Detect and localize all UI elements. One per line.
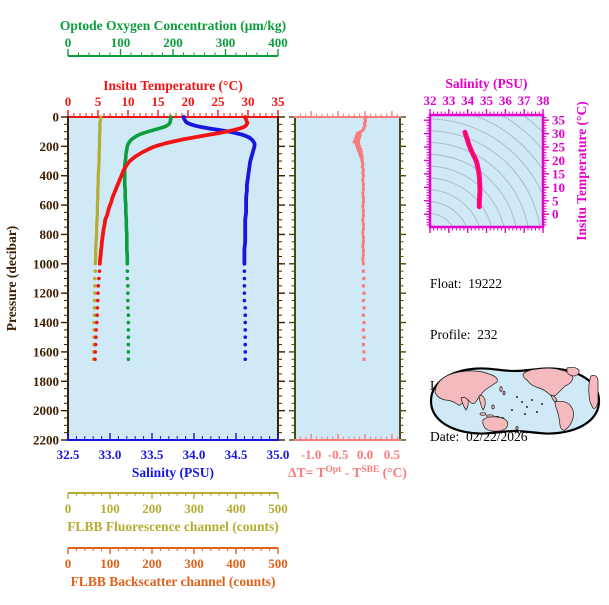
temperature-axis: 0 5 10 15 20 25 30 35 Insitu Temperature (°C) <box>65 78 286 118</box>
ts-plot-area <box>430 115 543 227</box>
svg-text:800: 800 <box>40 227 60 242</box>
delta-t-axes: -1.0 -0.5 0.0 0.5 ΔT= TOpt - TSBE (°C) <box>288 111 407 480</box>
svg-text:30: 30 <box>242 94 255 109</box>
svg-text:-0.5: -0.5 <box>328 447 349 462</box>
svg-text:0.5: 0.5 <box>384 447 401 462</box>
svg-text:35: 35 <box>552 113 566 128</box>
svg-text:0.0: 0.0 <box>357 447 373 462</box>
svg-text:2200: 2200 <box>33 433 59 448</box>
svg-text:300: 300 <box>216 35 236 50</box>
svg-text:Salinity (PSU): Salinity (PSU) <box>445 76 527 91</box>
svg-text:1600: 1600 <box>33 344 59 359</box>
flbb-fluorescence-axis: 0 100 200 300 400 500 FLBB Fluorescence channe… <box>65 492 288 534</box>
svg-text:20: 20 <box>182 94 195 109</box>
svg-text:25: 25 <box>552 140 566 155</box>
svg-text:34: 34 <box>461 93 475 108</box>
svg-text:-1.0: -1.0 <box>301 447 322 462</box>
svg-text:200: 200 <box>40 139 60 154</box>
float-info-line: Float: 19222 <box>430 276 503 291</box>
svg-text:0: 0 <box>65 556 72 571</box>
svg-text:1000: 1000 <box>33 256 59 271</box>
svg-text:1800: 1800 <box>33 374 59 389</box>
delta-t-plot-area <box>295 117 400 440</box>
svg-text:Insitu Temperature (°C): Insitu Temperature (°C) <box>103 78 242 93</box>
svg-text:0: 0 <box>65 501 72 516</box>
svg-text:30: 30 <box>552 126 565 141</box>
svg-text:20: 20 <box>552 153 565 168</box>
svg-text:Salinity (PSU): Salinity (PSU) <box>132 465 214 480</box>
svg-text:25: 25 <box>212 94 226 109</box>
svg-text:200: 200 <box>142 501 162 516</box>
svg-text:0: 0 <box>65 94 72 109</box>
svg-text:400: 400 <box>226 556 246 571</box>
svg-text:34.5: 34.5 <box>225 447 248 462</box>
map-land <box>434 366 599 434</box>
svg-text:FLBB Fluorescence channel (cou: FLBB Fluorescence channel (counts) <box>67 519 279 534</box>
svg-text:15: 15 <box>152 94 166 109</box>
svg-text:500: 500 <box>268 556 288 571</box>
svg-text:33.5: 33.5 <box>141 447 164 462</box>
svg-text:1200: 1200 <box>33 286 59 301</box>
svg-text:10: 10 <box>552 180 565 195</box>
svg-text:35: 35 <box>480 93 494 108</box>
svg-text:100: 100 <box>111 35 131 50</box>
svg-text:Pressure (decibar): Pressure (decibar) <box>4 226 19 332</box>
salinity-axis: 32.5 33.0 33.5 34.0 34.5 35.0 Salinity (PSU) <box>57 433 290 480</box>
svg-text:1400: 1400 <box>33 315 59 330</box>
svg-text:ΔT= TOpt - TSBE (°C): ΔT= TOpt - TSBE (°C) <box>288 465 407 480</box>
pressure-axis: 0 200 400 600 800 1000 1200 1400 1600 1800 2000 220… <box>4 110 285 448</box>
svg-text:37: 37 <box>518 93 532 108</box>
svg-text:200: 200 <box>142 556 162 571</box>
svg-text:100: 100 <box>100 501 120 516</box>
svg-text:0: 0 <box>53 110 60 125</box>
svg-text:600: 600 <box>40 198 60 213</box>
svg-text:0: 0 <box>65 35 72 50</box>
svg-text:Optode Oxygen Concentration (μ: Optode Oxygen Concentration (μm/kg) <box>60 18 286 33</box>
svg-text:400: 400 <box>226 501 246 516</box>
svg-text:400: 400 <box>40 168 60 183</box>
svg-text:400: 400 <box>268 35 288 50</box>
svg-text:5: 5 <box>552 193 559 208</box>
world-map-pacific-centered <box>429 366 601 435</box>
svg-text:15: 15 <box>552 166 566 181</box>
svg-text:33.0: 33.0 <box>99 447 122 462</box>
svg-text:33: 33 <box>442 93 456 108</box>
svg-text:35.0: 35.0 <box>267 447 290 462</box>
svg-text:34.0: 34.0 <box>183 447 206 462</box>
ts-curve <box>462 129 483 210</box>
svg-text:Insitu Temperature (°C): Insitu Temperature (°C) <box>574 101 589 240</box>
svg-text:300: 300 <box>184 556 204 571</box>
svg-text:35: 35 <box>272 94 286 109</box>
svg-text:32.5: 32.5 <box>57 447 80 462</box>
ts-axes: 32 33 34 35 36 37 38 Salinity (PSU) 051015202530… <box>424 76 590 241</box>
svg-text:FLBB Backscatter channel (coun: FLBB Backscatter channel (counts) <box>71 574 276 589</box>
svg-text:2000: 2000 <box>33 403 59 418</box>
temperature-profile <box>93 115 250 362</box>
oxygen-axis: 0 100 200 300 400 Optode Oxygen Concentration… <box>60 18 288 57</box>
flbb-backscatter-axis: 0 100 200 300 400 500 FLBB Backscatter channel… <box>65 547 288 589</box>
svg-text:500: 500 <box>268 501 288 516</box>
svg-text:300: 300 <box>184 501 204 516</box>
oxygen-profile <box>122 115 173 362</box>
svg-text:200: 200 <box>163 35 183 50</box>
svg-text:10: 10 <box>122 94 135 109</box>
svg-text:0: 0 <box>552 207 559 222</box>
salinity-profile <box>181 115 257 362</box>
svg-text:38: 38 <box>537 93 551 108</box>
float-info-line: Profile: 232 <box>430 327 498 342</box>
svg-text:36: 36 <box>499 93 513 108</box>
delta-t-series <box>352 115 368 361</box>
svg-text:100: 100 <box>100 556 120 571</box>
svg-text:32: 32 <box>424 93 437 108</box>
float-info-block: Float: 19222 Profile: 232 Location: -0.0… <box>430 241 560 479</box>
svg-text:5: 5 <box>95 94 102 109</box>
